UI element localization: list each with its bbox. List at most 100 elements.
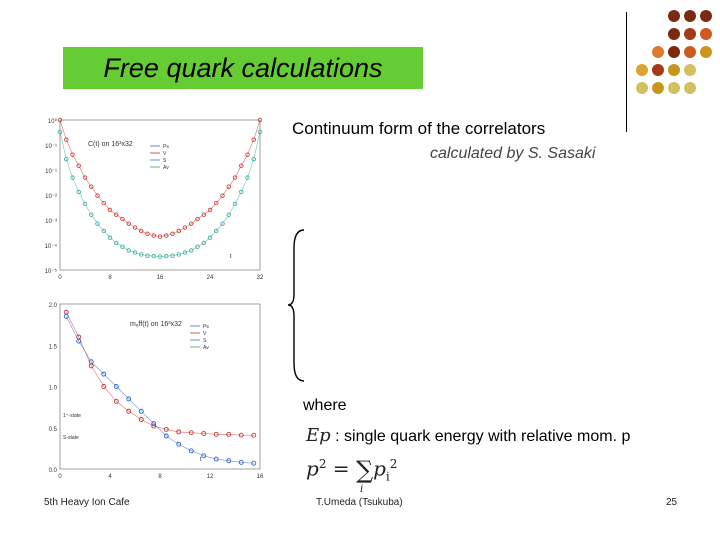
ep-line: Ep : single quark energy with relative m… [306, 425, 630, 446]
slide-title: Free quark calculations [103, 52, 383, 83]
data-point [176, 252, 181, 257]
legend-label: Av [163, 165, 169, 171]
ep-symbol: Ep [306, 425, 331, 446]
data-point [257, 129, 263, 135]
data-point [114, 240, 119, 246]
decor-dot [636, 64, 648, 76]
x-tick-label: 0 [58, 275, 62, 281]
decor-dot [700, 10, 712, 22]
data-point [138, 408, 144, 414]
legend-label: Av [203, 345, 209, 351]
data-point [120, 216, 125, 222]
formula-rhs-sub: i [385, 469, 390, 484]
data-point [63, 309, 69, 315]
sum-index: i [360, 484, 364, 495]
footer-author: T.Umeda (Tsukuba) [316, 497, 403, 508]
series-line [59, 131, 261, 257]
data-point [139, 228, 144, 234]
decor-dot [668, 82, 680, 94]
decor-dot [668, 28, 680, 40]
decor-dot [668, 10, 680, 22]
x-tick-label: 16 [257, 474, 264, 480]
data-point [64, 156, 69, 162]
x-tick-label: 24 [207, 275, 214, 281]
y-tick-label: 0.0 [49, 468, 58, 474]
decor-dot [636, 82, 648, 94]
data-point [88, 359, 94, 365]
slide-title-box: Free quark calculations [63, 47, 423, 89]
series-line [66, 312, 254, 436]
data-point [201, 212, 206, 217]
data-point [251, 156, 256, 162]
formula-eq: = [326, 456, 356, 481]
data-point [176, 441, 182, 447]
y-tick-label: 10⁻² [45, 194, 57, 200]
data-point [76, 163, 81, 168]
decor-dot [684, 82, 696, 94]
data-point [195, 216, 200, 222]
axis-annotation: t [200, 457, 202, 463]
data-point [76, 189, 81, 195]
data-point [114, 212, 119, 217]
where-label: where [303, 397, 347, 414]
data-point [132, 250, 138, 255]
data-point [201, 240, 206, 246]
plot-frame [59, 119, 261, 271]
legend-label: V [203, 331, 207, 337]
data-point [226, 212, 231, 217]
legend-label: Ps [203, 324, 209, 330]
data-point [145, 231, 150, 237]
data-point [214, 228, 219, 234]
y-tick-label: 10⁻¹ [45, 144, 57, 150]
plot-frame [59, 303, 261, 470]
decor-dot [668, 46, 680, 58]
data-point [107, 235, 113, 240]
formula-lhs: p [306, 456, 319, 481]
decor-dot [700, 46, 712, 58]
chart-effective-mass: 0.0 0.5 1.0 1.5 2.0 0 4 8 12 16 mₑff(t) on 16³x32 P… [49, 303, 264, 480]
y-tick-label: 10⁻⁴ [45, 243, 58, 250]
data-point [188, 448, 194, 454]
data-point [245, 152, 250, 157]
data-point [220, 193, 225, 198]
data-point [182, 250, 188, 255]
state-annotation: S-state [63, 435, 79, 441]
x-tick-label: 8 [108, 275, 112, 281]
data-point [120, 244, 125, 249]
data-point [251, 137, 256, 142]
data-point [95, 193, 100, 198]
data-point [76, 338, 82, 344]
x-tick-label: 32 [257, 275, 264, 281]
data-point [70, 152, 75, 157]
legend-label: V [163, 151, 167, 157]
sum-symbol: ∑ [355, 456, 374, 484]
ep-text: : single quark energy with relative mom.… [335, 428, 631, 445]
data-point [101, 371, 107, 377]
data-point [126, 396, 132, 402]
data-point [101, 228, 106, 234]
data-point [207, 235, 213, 240]
data-point [132, 225, 138, 230]
data-point [232, 201, 238, 207]
data-point [239, 189, 244, 195]
y-tick-label: 2.0 [49, 303, 58, 309]
formula-rhs: p [373, 456, 386, 481]
y-tick-label: 10⁻³ [45, 219, 57, 225]
data-point [182, 225, 188, 230]
credit: calculated by S. Sasaki [430, 145, 596, 162]
data-point [113, 384, 119, 389]
data-point [82, 201, 88, 207]
data-point [57, 117, 63, 123]
data-point [151, 423, 157, 429]
data-point [170, 231, 175, 237]
left-brace [287, 229, 305, 382]
decor-dot [684, 46, 696, 58]
x-tick-label: 8 [158, 474, 162, 480]
data-point [70, 175, 75, 180]
data-point [63, 313, 69, 319]
chart-correlator: 10⁰ 10⁻¹ 10⁻¹ 10⁻² 10⁻³ 10⁻⁴ 10⁻⁵0 8 16 24 32 C(t) … [45, 117, 264, 281]
data-point [57, 129, 63, 135]
data-point [95, 221, 100, 226]
data-point [126, 221, 131, 226]
data-point [163, 433, 169, 439]
